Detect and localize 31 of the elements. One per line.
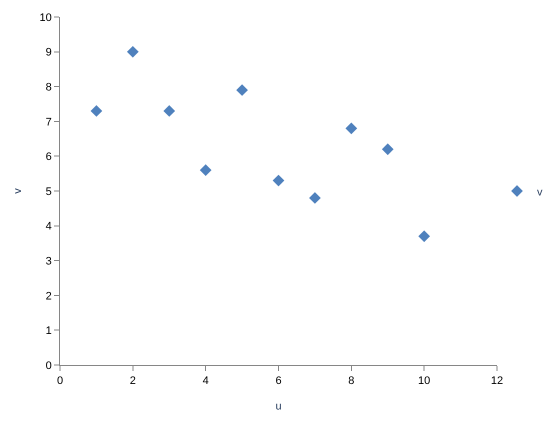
x-tick-label: 10 — [418, 375, 430, 388]
y-tick-label: 0 — [46, 360, 52, 372]
x-tick-label: 4 — [202, 375, 209, 388]
y-axis-title: v — [12, 188, 24, 194]
point — [309, 192, 321, 204]
point — [418, 230, 430, 242]
y-tick-label: 5 — [46, 186, 52, 198]
x-tick-label: 2 — [130, 375, 136, 388]
y-tick-label: 2 — [46, 290, 52, 302]
y-tick-label: 6 — [46, 151, 52, 164]
y-tick-label: 1 — [46, 325, 52, 338]
y-tick-label: 9 — [46, 46, 52, 59]
point — [236, 84, 248, 96]
y-tick-label: 10 — [40, 12, 52, 24]
x-axis-title: u — [275, 400, 282, 412]
point — [382, 143, 394, 156]
point — [272, 174, 284, 186]
y-tick-label: 8 — [46, 81, 52, 94]
point — [163, 105, 176, 117]
y-tick-label: 3 — [46, 255, 52, 268]
x-tick-label: 8 — [348, 375, 354, 388]
point — [345, 122, 358, 134]
x-tick-label: 0 — [56, 375, 64, 388]
x-tick-label: 12 — [490, 375, 504, 388]
legend-label: v — [537, 186, 543, 198]
point — [126, 46, 139, 58]
point — [90, 105, 102, 117]
y-tick-label: 4 — [46, 220, 52, 233]
y-tick-label: 7 — [46, 116, 52, 128]
x-tick-label: 6 — [275, 375, 282, 388]
point — [200, 164, 212, 176]
